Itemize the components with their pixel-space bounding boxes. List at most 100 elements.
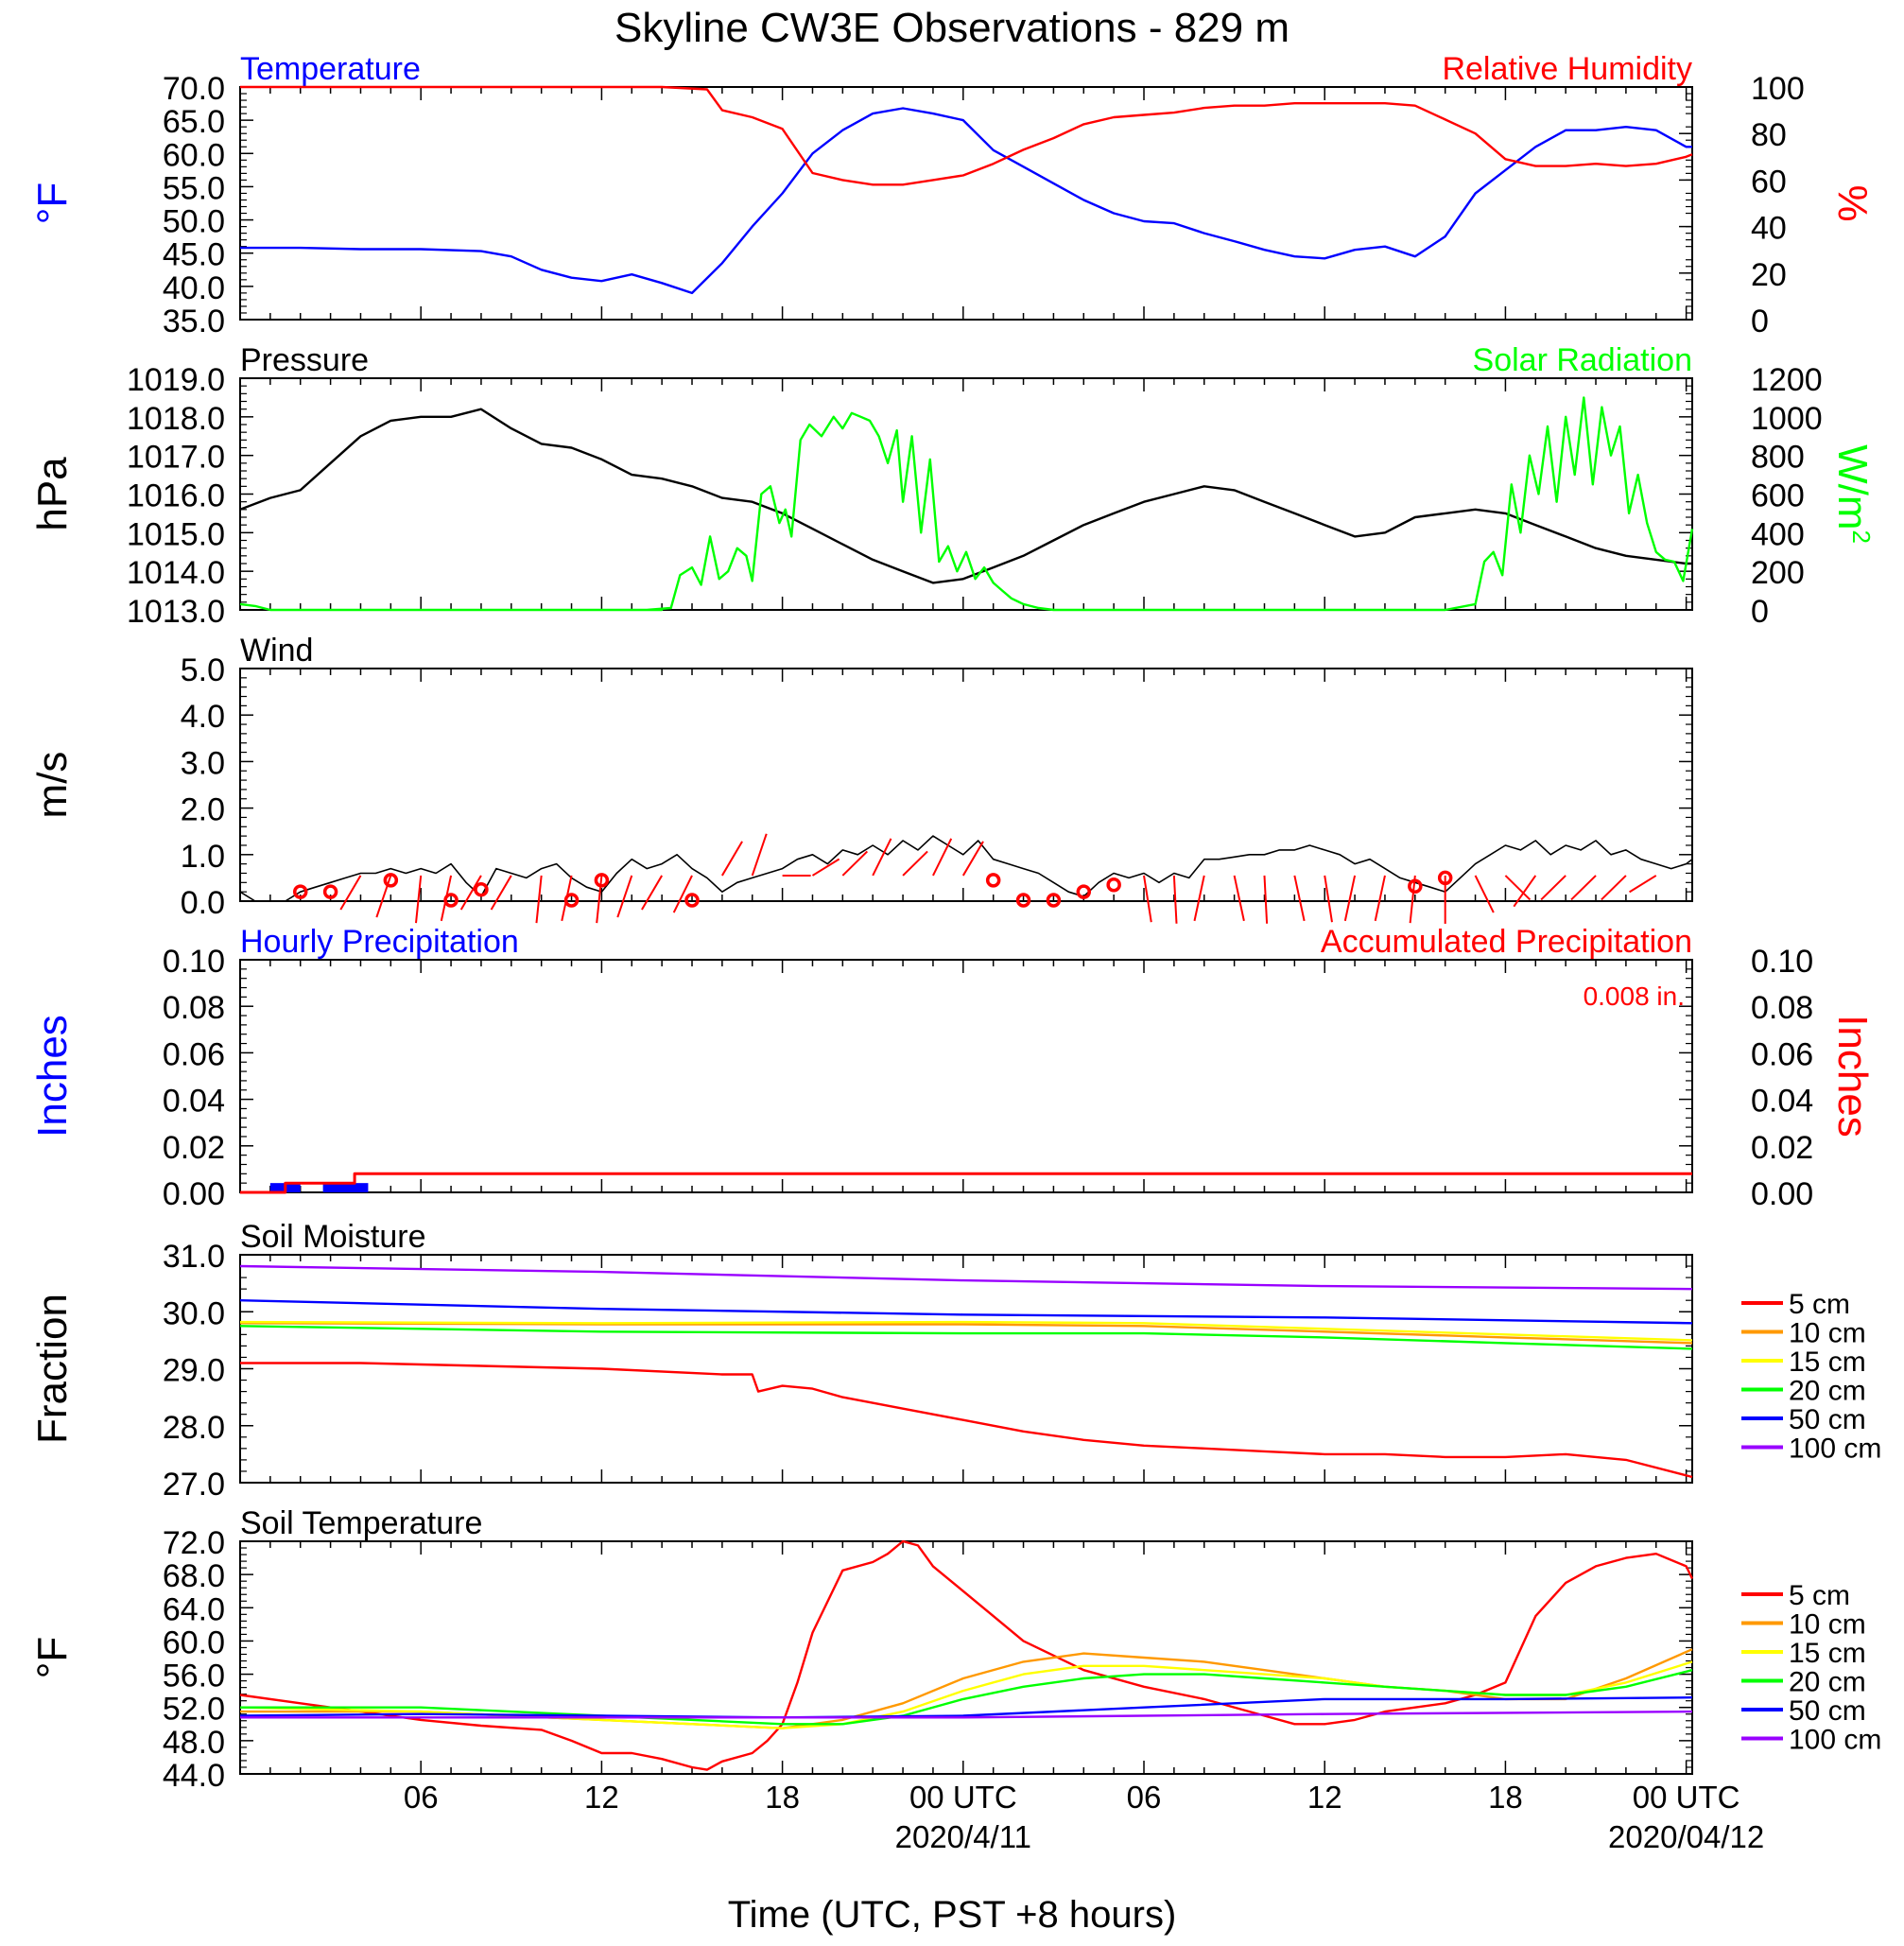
y-unit-right: Inches <box>1829 1015 1876 1138</box>
y-tick-label-left: 64.0 <box>163 1591 225 1627</box>
accumulated-precip-annotation: 0.008 in. <box>1584 982 1685 1011</box>
series-line-10cm <box>239 1322 1693 1345</box>
y-tick-label-left: 68.0 <box>163 1558 225 1594</box>
x-date-label: 2020/04/12 <box>1608 1819 1764 1854</box>
calm-marker <box>322 884 338 899</box>
wind-barb <box>872 838 892 877</box>
y-tick-label-left: 2.0 <box>181 792 225 828</box>
series-line-solar <box>239 396 1694 612</box>
y-tick-label-left: 0.06 <box>163 1036 225 1072</box>
y-tick-label-left: 60.0 <box>163 1625 225 1660</box>
wind-barb <box>1324 875 1333 923</box>
legend-label: 5 cm <box>1789 1289 1850 1320</box>
y-tick-label-left: 31.0 <box>163 1239 225 1275</box>
y-tick-label-left: 30.0 <box>163 1295 225 1331</box>
calm-marker <box>1408 878 1423 895</box>
y-tick-label-left: 1019.0 <box>127 362 225 398</box>
wind-barb <box>1193 875 1205 922</box>
wind-barb <box>1374 875 1386 922</box>
y-unit-right: W/m2 <box>1829 444 1876 544</box>
y-tick-label-left: 45.0 <box>163 237 225 273</box>
wind-barb <box>596 875 603 924</box>
y-tick-label-left: 0.04 <box>163 1084 225 1120</box>
panel-soil_temperature: 72.068.064.060.056.052.048.044.0 Soil Tem… <box>29 1505 1881 1794</box>
y-tick-label-left: 1018.0 <box>127 401 225 437</box>
panels-group: 70.065.060.055.050.045.040.035.010080604… <box>29 51 1881 1794</box>
y-tick-label-left: 55.0 <box>163 170 225 206</box>
x-tick-label: 18 <box>1488 1780 1523 1815</box>
panel-title-right: Relative Humidity <box>1442 51 1692 87</box>
y-unit-right-superscript: 2 <box>1847 530 1876 543</box>
y-tick-label-left: 27.0 <box>163 1467 225 1503</box>
legend-label: 100 cm <box>1789 1725 1881 1756</box>
y-tick-label-right: 0.10 <box>1751 944 1813 980</box>
series-line-20cm <box>240 1669 1693 1726</box>
wind-barb <box>1343 875 1357 922</box>
panel-title-left: Pressure <box>240 342 369 378</box>
y-tick-label-right: 0 <box>1751 304 1769 339</box>
y-tick-label-left: 48.0 <box>163 1725 225 1761</box>
legend-label: 5 cm <box>1789 1580 1850 1611</box>
y-tick-label-right: 600 <box>1751 478 1805 514</box>
y-tick-label-right: 0.04 <box>1751 1084 1813 1120</box>
panel-precip: 0.10 0.08 0.06 0.04 0.02 0.00 0.10 0.08 0.06 0.04… <box>29 924 1876 1212</box>
wind-barb <box>751 833 768 877</box>
y-tick-label-left: 1016.0 <box>127 478 225 514</box>
wind-barb <box>1172 875 1178 924</box>
y-unit-left: °F <box>29 1637 76 1678</box>
series-line-humidity <box>240 85 1693 186</box>
calm-marker <box>1076 884 1092 899</box>
wind-barb <box>1601 875 1627 901</box>
y-unit-left: °F <box>29 182 76 224</box>
x-tick-label: 12 <box>1307 1780 1342 1815</box>
y-tick-label-left: 29.0 <box>163 1353 225 1389</box>
y-tick-label-right: 800 <box>1751 440 1805 476</box>
wind-barb <box>1409 875 1416 924</box>
legend-label: 20 cm <box>1789 1667 1866 1698</box>
panel-title-left: Wind <box>240 633 313 669</box>
series-line-100cm <box>239 1264 1693 1291</box>
series-line-50cm <box>239 1696 1693 1719</box>
series-line-pressure <box>239 408 1692 584</box>
panel-title-right: Solar Radiation <box>1473 342 1692 378</box>
wind-barb <box>1233 875 1245 922</box>
panel-title-left: Soil Moisture <box>240 1219 426 1255</box>
panel-frame <box>239 86 1693 321</box>
accumulated-precip-line <box>240 1172 1692 1194</box>
panel-soil_moisture: 31.0 30.0 29.0 28.0 27.0 Soil Moisture Fractio… <box>29 1219 1881 1503</box>
y-tick-label-left: 1014.0 <box>127 555 225 591</box>
y-tick-label-left: 0.10 <box>163 944 225 980</box>
wind-barb <box>1143 875 1152 923</box>
y-tick-label-right: 400 <box>1751 516 1805 552</box>
wind-barb <box>961 841 984 877</box>
panel-title-left: Temperature <box>240 51 421 87</box>
calm-marker <box>383 873 399 888</box>
series-line-5cm <box>240 1362 1693 1479</box>
y-tick-label-right: 1000 <box>1751 401 1823 437</box>
panel-frame <box>239 1540 1693 1775</box>
x-tick-label: 00 UTC <box>909 1780 1017 1815</box>
series-line-100cm <box>240 1710 1693 1719</box>
x-axis-group: 06 12 18 00 UTC 06 12 18 00 UTC 2020/4/11 2020/04… <box>404 1780 1764 1854</box>
y-tick-label-left: 70.0 <box>163 71 225 107</box>
wind-barb <box>459 875 482 911</box>
hourly-precip-bar <box>322 1183 369 1192</box>
series-line-15cm <box>239 1320 1693 1342</box>
calm-marker <box>474 881 489 897</box>
y-tick-label-left: 4.0 <box>181 699 225 735</box>
y-tick-label-left: 65.0 <box>163 104 225 140</box>
series-line-temperature <box>240 107 1692 295</box>
y-unit-left: m/s <box>29 752 76 819</box>
y-tick-label-right: 0.00 <box>1751 1176 1813 1212</box>
wind-barb <box>1540 875 1566 901</box>
calm-marker <box>292 884 308 899</box>
calm-marker <box>563 893 580 908</box>
wind-barb <box>1629 875 1657 894</box>
wind-barb <box>721 841 743 877</box>
y-tick-label-right: 60 <box>1751 164 1787 200</box>
panel-wind: 5.0 4.0 3.0 2.0 1.0 0.0 Wind m/s <box>29 633 1693 924</box>
calm-marker <box>594 873 610 888</box>
y-tick-label-right: 0.08 <box>1751 990 1813 1026</box>
